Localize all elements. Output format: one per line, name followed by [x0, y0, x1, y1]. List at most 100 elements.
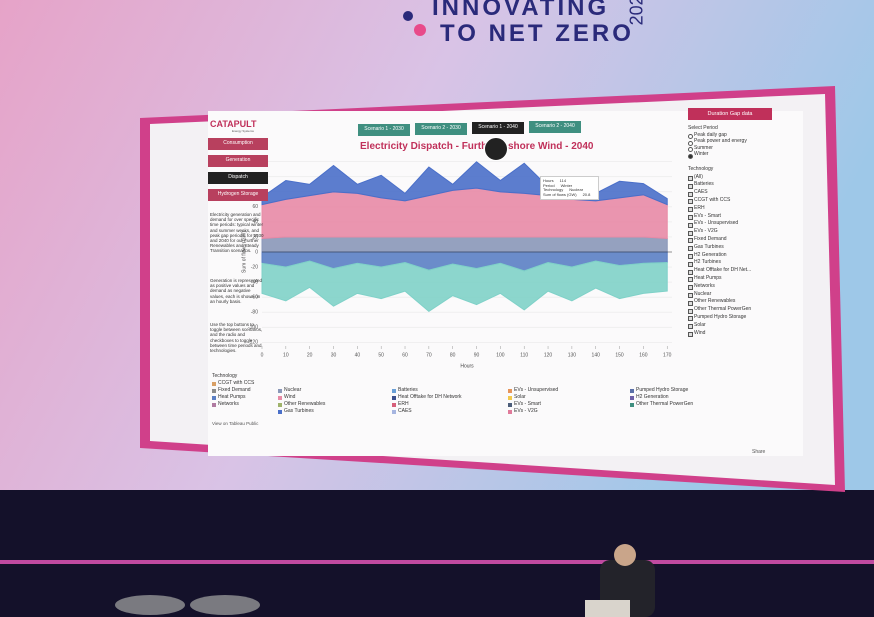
share-button[interactable]: Share: [752, 450, 765, 456]
y-tick-label: -80: [251, 309, 258, 315]
legend-label: H2 Generation: [636, 395, 669, 401]
legend-swatch: [212, 396, 216, 400]
checkbox-label[interactable]: Batteries: [694, 182, 714, 188]
checkbox[interactable]: [688, 254, 693, 259]
checkbox-label[interactable]: CAES: [694, 190, 708, 196]
legend-swatch: [392, 389, 396, 393]
legend-swatch: [212, 403, 216, 407]
photo: 120100806040200-20-40-60-80-100-12001020…: [0, 0, 874, 617]
checkbox[interactable]: [688, 238, 693, 243]
banner-year: 202: [627, 0, 648, 25]
banner-line2: TO NET ZERO: [440, 20, 634, 48]
checkbox[interactable]: [688, 207, 693, 212]
checkbox-label[interactable]: H2 Generation: [694, 253, 727, 259]
checkbox[interactable]: [688, 293, 693, 298]
legend-label: EVs - Unsupervised: [514, 388, 558, 394]
y-tick-label: 60: [252, 204, 258, 210]
radio[interactable]: [688, 147, 693, 152]
checkbox[interactable]: [688, 285, 693, 290]
checkbox-label[interactable]: Other Thermal PowerGen: [694, 307, 751, 313]
checkbox-label[interactable]: Heat Pumps: [694, 276, 722, 282]
checkbox[interactable]: [688, 246, 693, 251]
checkbox-label[interactable]: (All): [694, 175, 703, 181]
legend-label: Wind: [284, 395, 295, 401]
tooltip-text: Sum of flows (GW): [543, 192, 577, 197]
legend-label: Heat Pumps: [218, 395, 246, 401]
scenario-tab[interactable]: Scenario 2 - 2040: [529, 121, 581, 133]
x-tick-label: 80: [450, 352, 456, 358]
tooltip-text: 20.8: [583, 192, 591, 197]
checkbox-label[interactable]: EVs - V2G: [694, 229, 718, 235]
x-tick-label: 70: [426, 352, 432, 358]
checkbox-label[interactable]: Pumped Hydro Storage: [694, 315, 746, 321]
radio-label[interactable]: Peak power and energy: [694, 139, 747, 145]
banner-line1: INNOVATING: [432, 0, 609, 22]
checkbox[interactable]: [688, 301, 693, 306]
x-tick-label: 50: [378, 352, 384, 358]
description: Generation is represented as positive va…: [210, 278, 266, 304]
checkbox-label[interactable]: ERH: [694, 206, 705, 212]
checkbox-label[interactable]: CCGT with CCS: [694, 198, 730, 204]
checkbox[interactable]: [688, 223, 693, 228]
scenario-tab[interactable]: Scenario 1 - 2040: [472, 122, 524, 134]
checkbox[interactable]: [688, 184, 693, 189]
x-tick-label: 0: [261, 352, 264, 358]
checkbox[interactable]: [688, 176, 693, 181]
filter-label: Select Period: [688, 126, 718, 132]
radio[interactable]: [688, 134, 693, 139]
nav-button[interactable]: Generation: [208, 155, 268, 167]
checkbox[interactable]: [688, 309, 693, 314]
x-axis-label: Hours: [460, 363, 474, 369]
checkbox[interactable]: [688, 316, 693, 321]
checkbox[interactable]: [688, 199, 693, 204]
checkbox-label[interactable]: Nuclear: [694, 292, 711, 298]
legend-swatch: [508, 389, 512, 393]
nav-button[interactable]: Hydrogen Storage: [208, 189, 268, 201]
checkbox-label[interactable]: EVs - Smart: [694, 214, 721, 220]
legend-swatch: [392, 396, 396, 400]
x-tick-label: 90: [474, 352, 480, 358]
legend-swatch: [630, 403, 634, 407]
legend-swatch: [630, 389, 634, 393]
checkbox[interactable]: [688, 332, 693, 337]
checkbox[interactable]: [688, 215, 693, 220]
nav-button[interactable]: Consumption: [208, 138, 268, 150]
radio[interactable]: [688, 141, 693, 146]
checkbox[interactable]: [688, 277, 693, 282]
legend-label: Fixed Demand: [218, 388, 251, 394]
x-tick-label: 140: [592, 352, 601, 358]
filter-header: Duration Gap data: [688, 108, 772, 120]
checkbox-label[interactable]: EVs - Unsupervised: [694, 221, 738, 227]
checkbox[interactable]: [688, 192, 693, 197]
checkbox[interactable]: [688, 324, 693, 329]
legend-label: EVs - Smart: [514, 402, 541, 408]
checkbox[interactable]: [688, 262, 693, 267]
tableau-link[interactable]: View on Tableau Public: [212, 421, 258, 426]
scenario-tab[interactable]: Scenario 1 - 2030: [358, 124, 410, 136]
legend-swatch: [212, 382, 216, 386]
checkbox-label[interactable]: Solar: [694, 323, 706, 329]
nav-button[interactable]: Dispatch: [208, 172, 268, 184]
checkbox-label[interactable]: Other Renewables: [694, 299, 735, 305]
checkbox-label[interactable]: H2 Turbines: [694, 260, 721, 266]
checkbox-label[interactable]: Gas Turbines: [694, 245, 724, 251]
checkbox-label[interactable]: Wind: [694, 331, 705, 337]
checkbox-label[interactable]: Heat Offtake for DH Net...: [694, 268, 751, 274]
scenario-tab[interactable]: Scenario 2 - 2030: [415, 123, 467, 135]
checkbox[interactable]: [688, 231, 693, 236]
close-button[interactable]: [484, 137, 508, 161]
x-tick-label: 30: [331, 352, 337, 358]
radio-label[interactable]: Winter: [694, 152, 708, 158]
legend-swatch: [392, 410, 396, 414]
legend-swatch: [630, 396, 634, 400]
filter-label: Technology: [688, 167, 713, 173]
legend-title: Technology: [212, 374, 237, 380]
checkbox-label[interactable]: Networks: [694, 284, 715, 290]
checkbox[interactable]: [688, 270, 693, 275]
radio[interactable]: [688, 154, 693, 159]
description: Use the top buttons to toggle between sc…: [210, 322, 266, 353]
legend-swatch: [278, 396, 282, 400]
legend-swatch: [392, 403, 396, 407]
checkbox-label[interactable]: Fixed Demand: [694, 237, 727, 243]
x-tick-label: 170: [663, 352, 672, 358]
